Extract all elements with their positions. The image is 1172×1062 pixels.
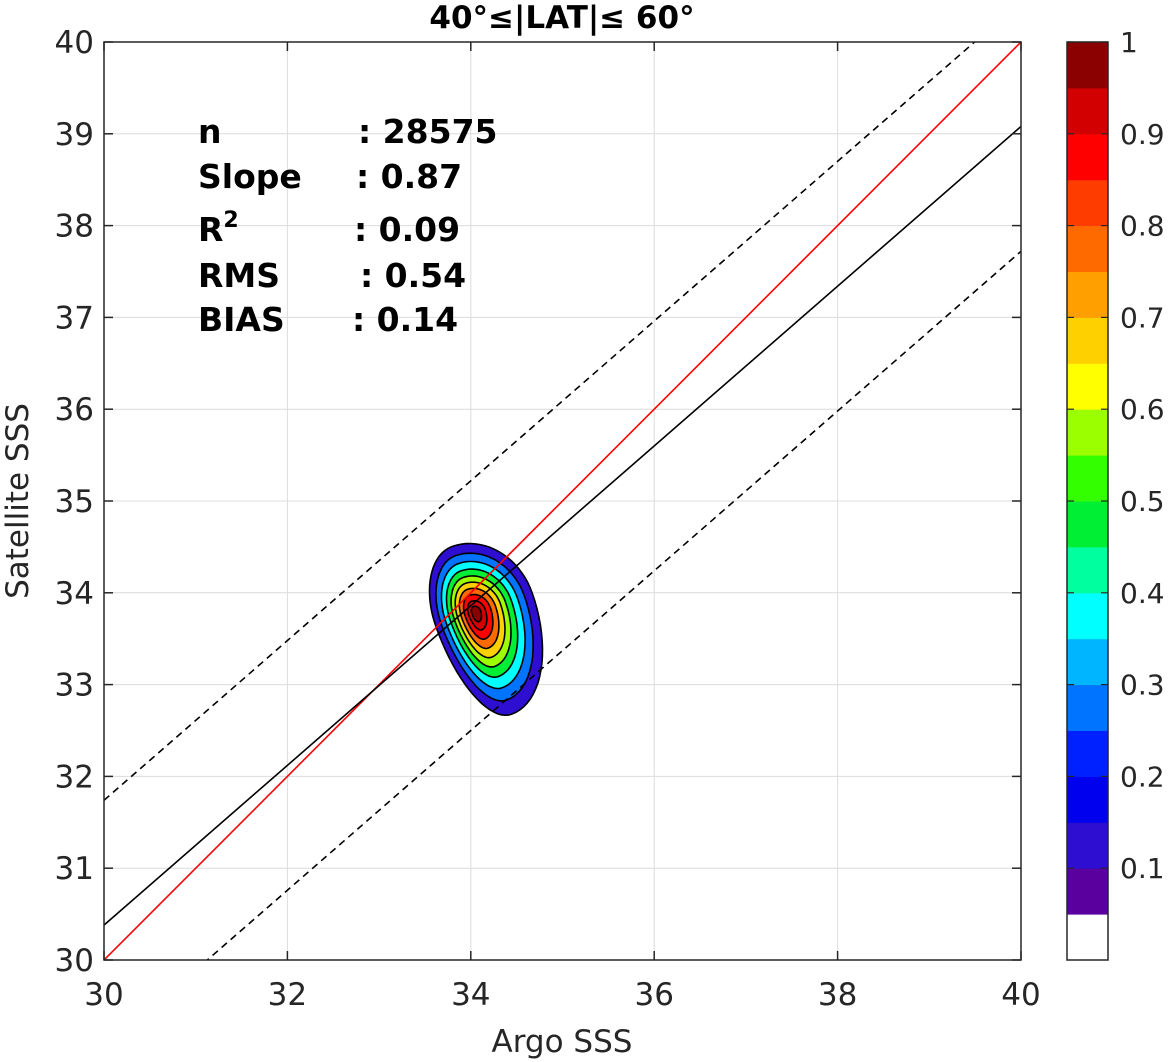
colorbar-tick-label: 0.9 [1120,118,1165,151]
stat-value: : 0.09 [354,210,460,249]
x-tick-label: 36 [634,977,673,1013]
colorbar-tick-label: 0.8 [1120,210,1165,243]
lower-bound-line [206,250,1021,960]
x-tick-label: 34 [451,977,490,1013]
stat-value: : 0.54 [360,256,466,295]
one-to-one-line [104,42,1021,960]
y-tick-label: 40 [55,25,94,61]
stat-value: : 0.14 [352,300,458,339]
x-tick-label: 38 [818,977,857,1013]
colorbar-segment [1067,271,1108,318]
y-tick-label: 30 [55,943,94,979]
upper-bound-line [104,42,976,801]
colorbar-segment [1067,179,1108,227]
colorbar-segment [1067,317,1108,364]
y-tick-label: 37 [55,300,94,336]
x-tick-label: 32 [268,977,307,1013]
y-tick-label: 34 [55,576,94,612]
colorbar-segment [1067,363,1108,410]
y-tick-label: 31 [55,851,94,887]
chart-title: 40°≤|LAT|≤ 60° [429,0,694,36]
stat-value: : 0.87 [356,157,462,196]
colorbar-tick-label: 0.2 [1120,760,1165,793]
y-ticks: 30 31 32 33 34 35 36 37 38 39 40 [55,25,1021,979]
colorbar-tick-label: 0.5 [1120,485,1165,518]
y-tick-label: 32 [55,759,94,795]
stat-label: Slope [198,157,302,196]
colorbar-segment [1067,822,1108,869]
x-ticks: 30 32 34 36 38 40 [84,42,1041,1013]
stat-value: : 28575 [358,112,498,151]
regression-line [104,125,1021,926]
stat-label: n [198,112,222,151]
colorbar-segment [1067,225,1108,272]
stat-label: R2 [198,208,239,249]
stats-box: n : 28575 Slope : 0.87 R2 : 0.09 RMS : 0.54 BIAS… [198,112,498,339]
y-axis-label: Satellite SSS [0,403,36,599]
grid [103,41,1022,961]
colorbar-segment [1067,87,1108,135]
colorbar-tick-label: 0.4 [1120,577,1165,610]
colorbar-tick-label: 0.1 [1120,852,1165,885]
y-tick-label: 39 [55,117,94,153]
colorbar-segment [1067,914,1108,961]
colorbar-segment [1067,868,1108,915]
y-tick-label: 36 [55,392,94,428]
colorbar-segment [1067,455,1108,502]
density-contour [470,605,483,623]
y-tick-label: 35 [55,484,94,520]
fit-lines [104,42,1021,960]
y-tick-label: 33 [55,668,94,704]
x-tick-label: 30 [84,977,123,1013]
density-contours [428,542,544,717]
colorbar-segment [1067,776,1108,823]
colorbar: 0.1 0.2 0.3 0.4 0.5 0.6 0.7 0.8 0.9 1 [1066,26,1165,961]
colorbar-tick-label: 1 [1120,26,1138,59]
colorbar-segment [1067,42,1108,89]
stat-label: RMS [198,256,280,295]
y-tick-label: 38 [55,209,94,245]
colorbar-tick-label: 0.3 [1120,669,1165,702]
colorbar-segment [1067,546,1108,594]
colorbar-segment [1067,684,1108,731]
colorbar-tick-label: 0.6 [1120,393,1165,426]
x-tick-label: 40 [1001,977,1040,1013]
colorbar-segment [1067,638,1108,686]
colorbar-segment [1067,409,1108,456]
colorbar-segment [1067,501,1108,548]
colorbar-segment [1067,592,1108,640]
colorbar-tick-label: 0.7 [1120,301,1165,334]
stat-label: BIAS [198,300,285,339]
x-axis-label: Argo SSS [492,1024,633,1060]
colorbar-segment [1067,133,1108,181]
colorbar-segment [1067,730,1108,777]
